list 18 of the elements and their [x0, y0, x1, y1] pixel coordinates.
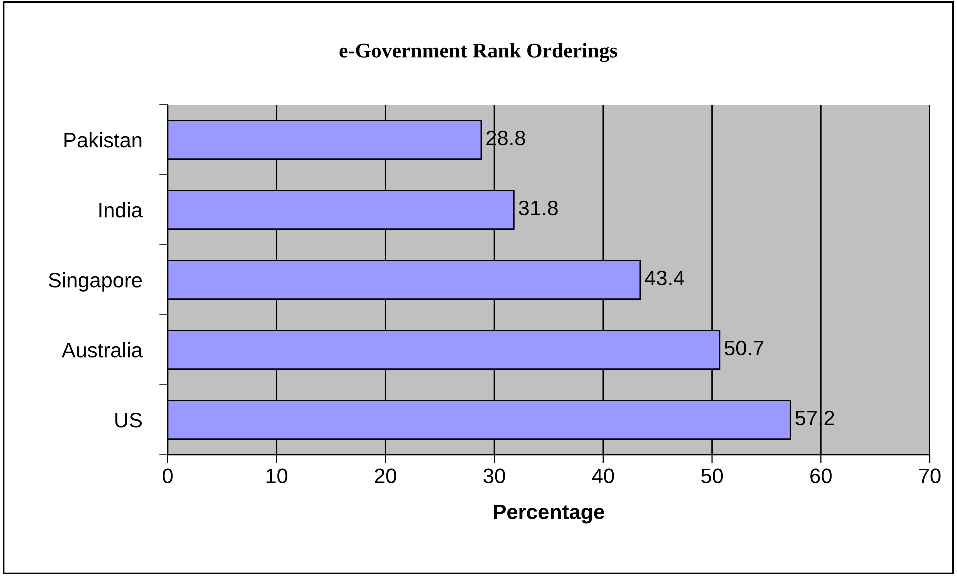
y-tick-label: Pakistan: [64, 132, 142, 148]
x-tick-label: 10: [266, 468, 288, 484]
x-tick-label: 70: [919, 468, 941, 484]
y-tick-label: India: [100, 202, 143, 218]
data-label: 31.8: [519, 200, 558, 216]
data-label: 43.4: [645, 270, 685, 286]
x-tick-label: 20: [375, 468, 396, 484]
x-tick-label: 0: [162, 468, 173, 484]
x-tick-label: 40: [592, 468, 614, 484]
y-tick-label: US: [116, 413, 142, 428]
chart-title: e-Government Rank Orderings: [340, 43, 618, 62]
y-tick-label: Australia: [62, 342, 143, 358]
x-tick-label: 30: [484, 468, 506, 484]
x-tick-label: 50: [702, 468, 724, 484]
y-tick-label: Singapore: [48, 272, 142, 292]
x-tick-label: 60: [810, 468, 832, 484]
x-axis-title: Percentage: [494, 504, 604, 524]
data-label: 50.7: [724, 340, 764, 356]
